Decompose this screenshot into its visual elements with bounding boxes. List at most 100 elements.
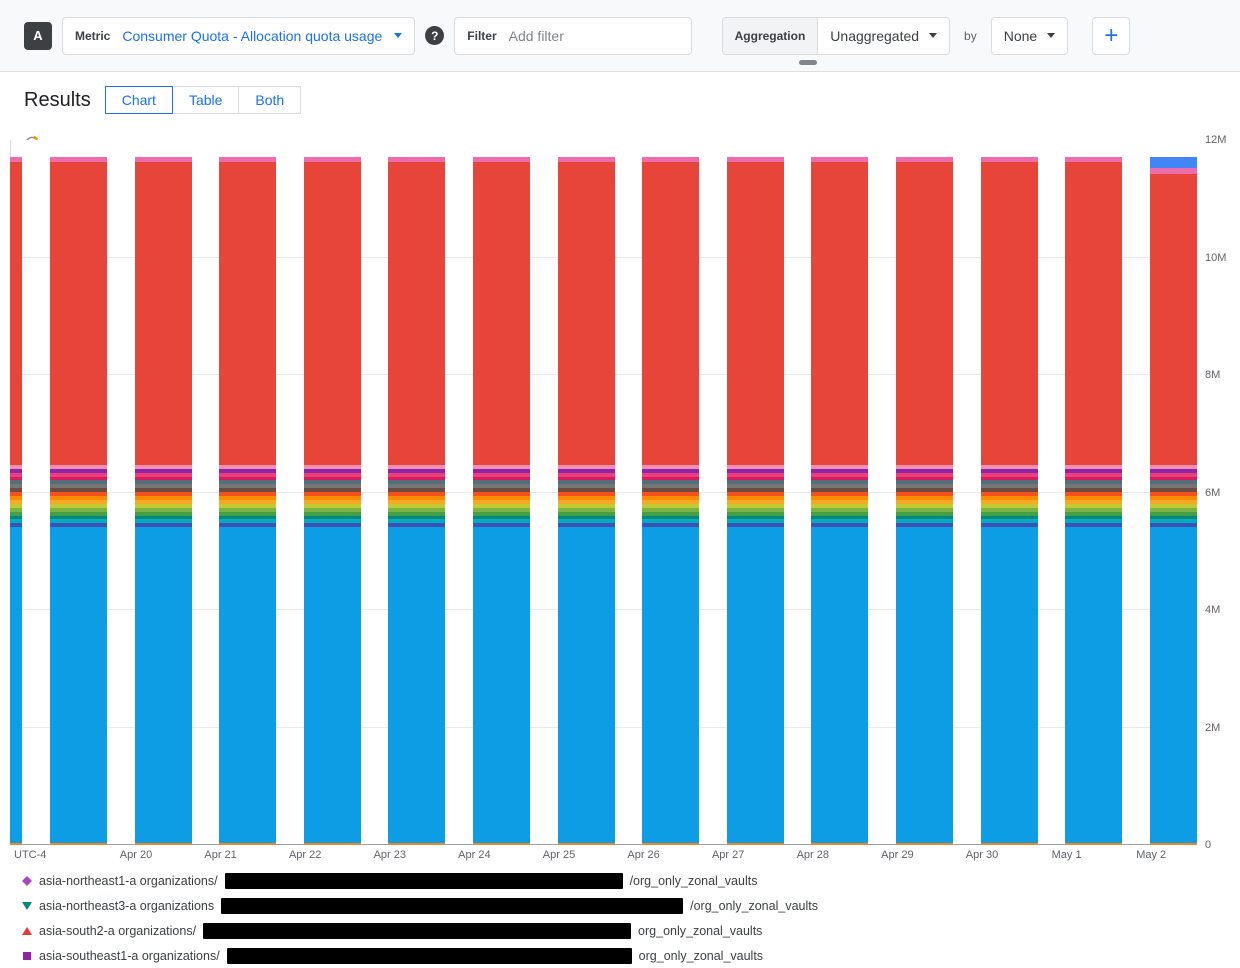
tab-chart[interactable]: Chart bbox=[104, 86, 173, 114]
bar-segment-stripe[interactable] bbox=[388, 480, 446, 485]
bar-segment-stripe[interactable] bbox=[557, 507, 615, 512]
bar-segment-stripe[interactable] bbox=[303, 480, 361, 485]
bar-segment-primary-blue[interactable] bbox=[896, 527, 953, 843]
bar-segment-stripe[interactable] bbox=[896, 492, 953, 497]
bar-segment-stripe[interactable] bbox=[557, 511, 615, 516]
bar-segment-stripe[interactable] bbox=[473, 496, 530, 500]
bar-segment-stripe[interactable] bbox=[134, 468, 192, 473]
bar-segment-stripe[interactable] bbox=[980, 515, 1038, 520]
bar-segment-stripe[interactable] bbox=[134, 476, 192, 481]
bar-segment-stripe[interactable] bbox=[388, 464, 446, 469]
bar-segment-stripe[interactable] bbox=[473, 488, 530, 493]
bar-segment-stripe[interactable] bbox=[50, 492, 107, 497]
bar-segment-stripe[interactable] bbox=[557, 492, 615, 497]
bar-segment-stripe[interactable] bbox=[811, 523, 869, 528]
bar-segment-stripe[interactable] bbox=[134, 499, 192, 504]
bar-segment-stripe[interactable] bbox=[1149, 480, 1197, 485]
chart-plot-area[interactable] bbox=[10, 140, 1197, 845]
bar-segment-stripe[interactable] bbox=[50, 519, 107, 524]
bar-segment-stripe[interactable] bbox=[134, 488, 192, 493]
bar-segment-stripe[interactable] bbox=[219, 488, 277, 493]
bar-segment-stripe[interactable] bbox=[896, 499, 953, 504]
bar-segment-stripe[interactable] bbox=[50, 464, 107, 469]
bar-segment-stripe[interactable] bbox=[10, 519, 23, 524]
bar-segment-top-pink[interactable] bbox=[980, 157, 1038, 163]
legend-item[interactable]: asia-south2-a organizations/org_only_zon… bbox=[22, 918, 1240, 943]
bar-segment-stripe[interactable] bbox=[219, 480, 277, 485]
bar-segment-primary-red[interactable] bbox=[1149, 173, 1197, 465]
bar-segment-stripe[interactable] bbox=[726, 496, 784, 500]
bar-segment-stripe[interactable] bbox=[980, 472, 1038, 477]
bar-segment-stripe[interactable] bbox=[1149, 503, 1197, 508]
bar-segment-stripe[interactable] bbox=[388, 488, 446, 493]
bar-segment-stripe[interactable] bbox=[557, 472, 615, 477]
bar-segment-stripe[interactable] bbox=[980, 519, 1038, 524]
bar-segment-stripe[interactable] bbox=[726, 511, 784, 516]
bar-segment-stripe[interactable] bbox=[642, 488, 700, 493]
bar-segment-stripe[interactable] bbox=[1149, 511, 1197, 516]
bar-segment-primary-red[interactable] bbox=[980, 162, 1038, 465]
bar-segment-stripe[interactable] bbox=[1065, 519, 1123, 524]
bar-segment-stripe[interactable] bbox=[50, 496, 107, 500]
bar-segment-stripe[interactable] bbox=[303, 519, 361, 524]
bar-segment-stripe[interactable] bbox=[980, 492, 1038, 497]
bar-segment-primary-red[interactable] bbox=[896, 162, 953, 465]
bar-segment-stripe[interactable] bbox=[10, 499, 23, 504]
bar-segment-stripe[interactable] bbox=[219, 496, 277, 500]
bar-segment-stripe[interactable] bbox=[896, 507, 953, 512]
bar-segment-stripe[interactable] bbox=[642, 499, 700, 504]
bar-segment-top-pink[interactable] bbox=[642, 157, 700, 163]
bar-segment-stripe[interactable] bbox=[1065, 499, 1123, 504]
metric-value[interactable]: Consumer Quota - Allocation quota usage bbox=[122, 27, 383, 44]
bar-segment-stripe[interactable] bbox=[557, 523, 615, 528]
bar-segment-primary-red[interactable] bbox=[726, 162, 784, 465]
bar-segment-stripe[interactable] bbox=[642, 507, 700, 512]
bar-segment-stripe[interactable] bbox=[1065, 464, 1123, 469]
bar-segment-stripe[interactable] bbox=[388, 499, 446, 504]
bar-segment-stripe[interactable] bbox=[388, 484, 446, 489]
bar-segment-stripe[interactable] bbox=[10, 476, 23, 481]
bar-segment-stripe[interactable] bbox=[726, 476, 784, 481]
bar-segment-stripe[interactable] bbox=[896, 488, 953, 493]
bar-segment-stripe[interactable] bbox=[473, 484, 530, 489]
bar-segment-base-sliver[interactable] bbox=[134, 842, 192, 845]
bar-segment-stripe[interactable] bbox=[473, 492, 530, 497]
bar-segment-stripe[interactable] bbox=[811, 515, 869, 520]
bar-segment-stripe[interactable] bbox=[1065, 496, 1123, 500]
bar-segment-stripe[interactable] bbox=[10, 484, 23, 489]
bar-segment-stripe[interactable] bbox=[896, 476, 953, 481]
bar-segment-stripe[interactable] bbox=[811, 468, 869, 473]
bar-segment-stripe[interactable] bbox=[10, 464, 23, 469]
bar-segment-stripe[interactable] bbox=[388, 468, 446, 473]
group-by-dropdown[interactable]: None bbox=[990, 16, 1069, 55]
bar-segment-stripe[interactable] bbox=[134, 496, 192, 500]
bar-segment-primary-blue[interactable] bbox=[303, 527, 361, 843]
bar-segment-top-pink[interactable] bbox=[134, 157, 192, 163]
bar-segment-stripe[interactable] bbox=[303, 468, 361, 473]
bar-segment-stripe[interactable] bbox=[388, 511, 446, 516]
bar-segment-stripe[interactable] bbox=[811, 472, 869, 477]
bar-segment-top-pink[interactable] bbox=[219, 157, 277, 163]
tab-both[interactable]: Both bbox=[238, 86, 302, 114]
bar-segment-stripe[interactable] bbox=[1149, 499, 1197, 504]
bar-segment-stripe[interactable] bbox=[134, 484, 192, 489]
bar-segment-stripe[interactable] bbox=[219, 499, 277, 504]
bar-segment-base-sliver[interactable] bbox=[473, 842, 530, 845]
bar-segment-stripe[interactable] bbox=[896, 472, 953, 477]
bar-segment-stripe[interactable] bbox=[980, 476, 1038, 481]
bar-segment-top-blue[interactable] bbox=[1149, 157, 1197, 169]
bar-segment-stripe[interactable] bbox=[219, 472, 277, 477]
bar-segment-stripe[interactable] bbox=[10, 492, 23, 497]
bar-segment-stripe[interactable] bbox=[1149, 476, 1197, 481]
bar-segment-stripe[interactable] bbox=[388, 476, 446, 481]
bar-segment-primary-red[interactable] bbox=[473, 162, 530, 465]
bar-segment-stripe[interactable] bbox=[726, 464, 784, 469]
bar-segment-stripe[interactable] bbox=[388, 523, 446, 528]
bar-segment-stripe[interactable] bbox=[134, 511, 192, 516]
bar-segment-stripe[interactable] bbox=[303, 476, 361, 481]
bar-segment-primary-blue[interactable] bbox=[811, 527, 869, 843]
bar-segment-stripe[interactable] bbox=[896, 515, 953, 520]
bar-segment-stripe[interactable] bbox=[303, 492, 361, 497]
bar-segment-stripe[interactable] bbox=[388, 496, 446, 500]
bar-segment-stripe[interactable] bbox=[303, 507, 361, 512]
